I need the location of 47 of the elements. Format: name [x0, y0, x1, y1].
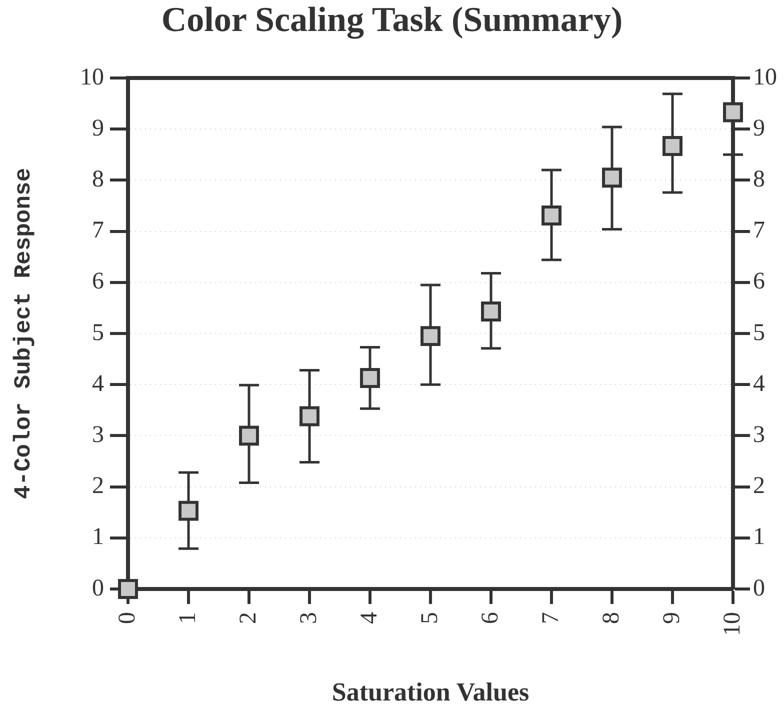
point	[239, 426, 259, 446]
x-tick-label: 1	[174, 612, 201, 624]
chart-title: Color Scaling Task (Summary)	[161, 0, 623, 40]
y2-tick-label: 4	[753, 370, 765, 397]
y-tick-label: 6	[92, 268, 104, 295]
y2-tick-label: 7	[753, 218, 765, 244]
point	[723, 102, 743, 122]
x-tick-label: 10	[719, 612, 746, 636]
point	[118, 579, 138, 599]
y-tick-label: 9	[92, 115, 104, 142]
point	[542, 205, 562, 226]
point	[602, 168, 622, 188]
y-tick-label: 3	[92, 422, 104, 448]
point	[481, 302, 501, 322]
y-axis-title: 4-Color Subject Response	[10, 168, 37, 500]
point	[420, 326, 440, 346]
y-tick-label: 7	[92, 218, 104, 244]
x-tick-label: 6	[477, 612, 504, 624]
y2-tick-label: 3	[753, 422, 765, 448]
x-tick-label: 3	[296, 612, 322, 624]
x-tick-label: 0	[114, 612, 140, 624]
y2-tick-label: 1	[753, 524, 765, 550]
x-tick-label: 5	[416, 612, 443, 624]
x-tick-label: 4	[356, 612, 382, 624]
y2-tick-label: 8	[753, 166, 765, 192]
x-tick-label: 8	[598, 612, 624, 624]
y-tick-label: 1	[92, 524, 104, 550]
point	[662, 136, 682, 156]
y-tick-label: 4	[92, 370, 104, 397]
point	[178, 500, 198, 521]
y2-tick-label: 10	[753, 64, 777, 90]
y-tick-label: 10	[80, 64, 104, 90]
y2-tick-label: 9	[753, 115, 765, 142]
x-tick-label: 2	[235, 612, 262, 624]
y2-tick-label: 5	[753, 320, 765, 346]
y-tick-label: 0	[92, 575, 104, 602]
point	[300, 406, 320, 426]
x-axis-title: Saturation Values	[332, 678, 530, 707]
y2-tick-label: 2	[753, 473, 765, 500]
y2-tick-label: 0	[753, 575, 765, 602]
point	[360, 368, 380, 388]
y-tick-label: 2	[92, 473, 104, 500]
y-tick-label: 8	[92, 166, 104, 192]
x-tick-label: 7	[538, 612, 564, 624]
y-tick-label: 5	[92, 320, 104, 346]
y2-tick-label: 6	[753, 268, 765, 295]
x-tick-label: 9	[658, 612, 685, 624]
